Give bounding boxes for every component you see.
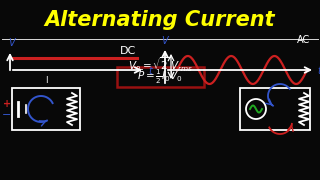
Text: V: V <box>161 36 168 46</box>
Bar <box>12 88 80 130</box>
Text: AC: AC <box>297 35 310 45</box>
Text: DC: DC <box>120 46 136 56</box>
Text: $\bar{P} = \frac{1}{2} I_0 V_0$: $\bar{P} = \frac{1}{2} I_0 V_0$ <box>137 68 183 86</box>
Text: V: V <box>8 38 15 48</box>
Bar <box>240 88 310 130</box>
Text: −: − <box>2 110 12 120</box>
Text: $V_0 = \sqrt{2}\,V_{rms}$: $V_0 = \sqrt{2}\,V_{rms}$ <box>128 56 192 74</box>
Text: I: I <box>45 76 47 85</box>
Text: t: t <box>317 66 320 76</box>
Text: t: t <box>148 66 152 76</box>
Text: Alternating Current: Alternating Current <box>45 10 275 30</box>
Text: +: + <box>3 99 11 109</box>
